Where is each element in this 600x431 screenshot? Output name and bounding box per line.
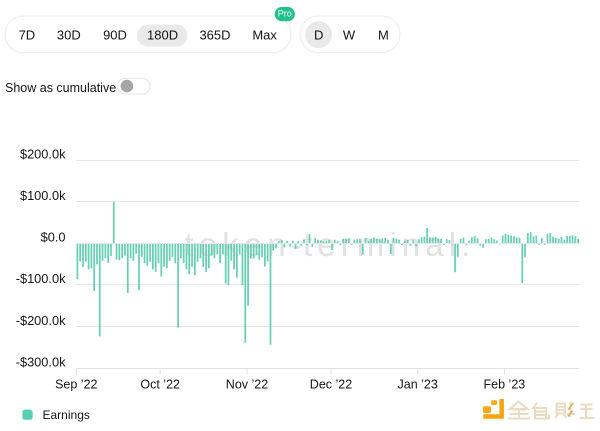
svg-text:30D: 30D bbox=[57, 28, 81, 43]
svg-text:terminal.: terminal. bbox=[303, 226, 475, 263]
svg-text:$200.0k: $200.0k bbox=[20, 147, 66, 162]
svg-text:Max: Max bbox=[252, 28, 277, 43]
svg-text:Jan ’23: Jan ’23 bbox=[398, 377, 438, 391]
svg-text:Oct ’22: Oct ’22 bbox=[140, 377, 180, 391]
svg-text:180D: 180D bbox=[147, 28, 178, 43]
svg-text:M: M bbox=[378, 28, 389, 43]
svg-text:-$100.0k: -$100.0k bbox=[16, 271, 66, 286]
svg-text:Show as cumulative: Show as cumulative bbox=[5, 81, 116, 95]
svg-text:$100.0k: $100.0k bbox=[20, 188, 66, 203]
svg-text:D: D bbox=[314, 28, 323, 43]
svg-text:-$300.0k: -$300.0k bbox=[16, 354, 66, 369]
svg-text:Nov ’22: Nov ’22 bbox=[226, 377, 268, 391]
svg-text:Earnings: Earnings bbox=[43, 408, 90, 422]
svg-text:Pro: Pro bbox=[278, 9, 292, 19]
svg-text:7D: 7D bbox=[19, 28, 36, 43]
svg-text:Sep ’22: Sep ’22 bbox=[55, 377, 97, 391]
svg-text:90D: 90D bbox=[103, 28, 127, 43]
svg-text:-$200.0k: -$200.0k bbox=[16, 313, 66, 328]
svg-text:365D: 365D bbox=[199, 28, 230, 43]
svg-text:Feb ’23: Feb ’23 bbox=[484, 377, 526, 391]
svg-text:$0.0: $0.0 bbox=[41, 230, 66, 245]
svg-text:W: W bbox=[343, 28, 356, 43]
svg-text:Dec ’22: Dec ’22 bbox=[310, 377, 352, 391]
